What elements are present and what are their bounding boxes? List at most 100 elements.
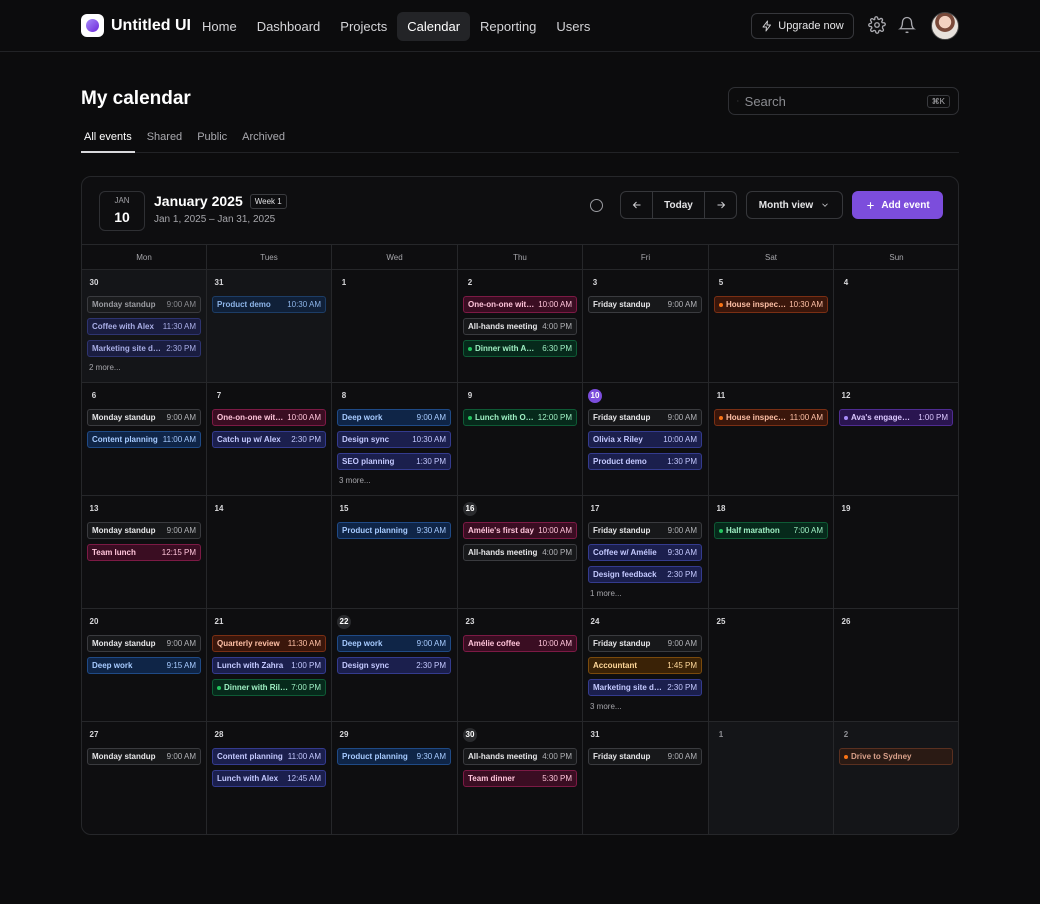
calendar-event[interactable]: Monday standup 9:00 AM (87, 522, 201, 539)
search-box[interactable]: ⌘K (728, 87, 959, 115)
calendar-event[interactable]: Content planning 11:00 AM (212, 748, 326, 765)
logo[interactable]: Untitled UI (81, 14, 191, 37)
calendar-day-cell[interactable]: 23 Amélie coffee 10:00 AM (458, 609, 583, 722)
calendar-event[interactable]: Product planning 9:30 AM (337, 748, 451, 765)
calendar-event[interactable]: Team lunch 12:15 PM (87, 544, 201, 561)
calendar-event[interactable]: Dinner with Riley 7:00 PM (212, 679, 326, 696)
view-selector[interactable]: Month view (746, 191, 843, 219)
calendar-day-cell[interactable]: 27 Monday standup 9:00 AM (82, 722, 207, 834)
calendar-day-cell[interactable]: 3 Friday standup 9:00 AM (583, 270, 709, 383)
more-events-link[interactable]: 1 more... (590, 589, 622, 598)
calendar-day-cell[interactable]: 16 Amélie's first day 10:00 AM All-hands me… (458, 496, 583, 609)
add-event-button[interactable]: Add event (852, 191, 943, 219)
calendar-event[interactable]: Amélie's first day 10:00 AM (463, 522, 577, 539)
calendar-event[interactable]: All-hands meeting 4:00 PM (463, 544, 577, 561)
calendar-day-cell[interactable]: 31 Product demo 10:30 AM (207, 270, 332, 383)
calendar-event[interactable]: Olivia x Riley 10:00 AM (588, 431, 702, 448)
nav-dashboard[interactable]: Dashboard (256, 19, 321, 34)
calendar-event[interactable]: One-on-one with Eva10:00 AM (212, 409, 326, 426)
calendar-event[interactable]: Quarterly review 11:30 AM (212, 635, 326, 652)
calendar-event[interactable]: Product demo 1:30 PM (588, 453, 702, 470)
calendar-event[interactable]: Ava's engagement party1:00 PM (839, 409, 953, 426)
calendar-event[interactable]: Product planning 9:30 AM (337, 522, 451, 539)
calendar-day-cell[interactable]: 17 Friday standup 9:00 AM Coffee w/ Amélie 9… (583, 496, 709, 609)
more-events-link[interactable]: 2 more... (89, 363, 121, 372)
nav-reporting[interactable]: Reporting (480, 19, 537, 34)
calendar-day-cell[interactable]: 10 Friday standup 9:00 AM Olivia x Riley 10:… (583, 383, 709, 496)
calendar-event[interactable]: Team dinner 5:30 PM (463, 770, 577, 787)
calendar-event[interactable]: Deep work 9:00 AM (337, 409, 451, 426)
calendar-event[interactable]: Friday standup 9:00 AM (588, 522, 702, 539)
bell-icon[interactable] (898, 16, 916, 34)
tab-all-events[interactable]: All events (81, 128, 135, 153)
calendar-event[interactable]: Catch up w/ Alex 2:30 PM (212, 431, 326, 448)
calendar-day-cell[interactable]: 25 (709, 609, 834, 722)
calendar-day-cell[interactable]: 21 Quarterly review 11:30 AM Lunch with Zah… (207, 609, 332, 722)
calendar-event[interactable]: Design sync 10:30 AM (337, 431, 451, 448)
avatar[interactable] (931, 12, 959, 40)
calendar-day-cell[interactable]: 15 Product planning 9:30 AM (332, 496, 458, 609)
tab-archived[interactable]: Archived (242, 131, 285, 143)
calendar-event[interactable]: Amélie coffee 10:00 AM (463, 635, 577, 652)
calendar-event[interactable]: All-hands meeting 4:00 PM (463, 318, 577, 335)
calendar-day-cell[interactable]: 7 One-on-one with Eva10:00 AM Catch up w/ … (207, 383, 332, 496)
calendar-event[interactable]: Friday standup 9:00 AM (588, 635, 702, 652)
calendar-day-cell[interactable]: 28 Content planning 11:00 AM Lunch with Ale… (207, 722, 332, 834)
calendar-event[interactable]: Lunch with Alex 12:45 AM (212, 770, 326, 787)
calendar-event[interactable]: Coffee with Alex 11:30 AM (87, 318, 201, 335)
tab-shared[interactable]: Shared (146, 131, 183, 143)
calendar-day-cell[interactable]: 18 Half marathon 7:00 AM (709, 496, 834, 609)
status-circle-icon[interactable] (590, 199, 603, 212)
calendar-event[interactable]: Deep work 9:15 AM (87, 657, 201, 674)
next-button[interactable] (705, 192, 736, 218)
calendar-day-cell[interactable]: 14 (207, 496, 332, 609)
today-button[interactable]: Today (652, 192, 705, 218)
calendar-day-cell[interactable]: 1 (332, 270, 458, 383)
calendar-event[interactable]: Marketing site design2:30 PM (588, 679, 702, 696)
calendar-day-cell[interactable]: 22 Deep work 9:00 AM Design sync 2:30 PM (332, 609, 458, 722)
search-input[interactable] (744, 93, 921, 109)
calendar-event[interactable]: Friday standup 9:00 AM (588, 748, 702, 765)
calendar-event[interactable]: Design feedback 2:30 PM (588, 566, 702, 583)
gear-icon[interactable] (868, 16, 886, 34)
calendar-day-cell[interactable]: 8 Deep work 9:00 AM Design sync 10:30 AM SEO … (332, 383, 458, 496)
nav-home[interactable]: Home (202, 19, 237, 34)
more-events-link[interactable]: 3 more... (339, 476, 371, 485)
calendar-event[interactable]: Deep work 9:00 AM (337, 635, 451, 652)
calendar-event[interactable]: Content planning 11:00 AM (87, 431, 201, 448)
calendar-event[interactable]: Marketing site design2:30 PM (87, 340, 201, 357)
calendar-event[interactable]: House inspection 10:30 AM (714, 296, 828, 313)
calendar-event[interactable]: Accountant 1:45 PM (588, 657, 702, 674)
calendar-day-cell[interactable]: 30 Monday standup 9:00 AM Coffee with Alex 1… (82, 270, 207, 383)
calendar-event[interactable]: Dinner with Amélie6:30 PM (463, 340, 577, 357)
calendar-day-cell[interactable]: 9 Lunch with Olivia 12:00 PM (458, 383, 583, 496)
calendar-event[interactable]: Lunch with Olivia 12:00 PM (463, 409, 577, 426)
calendar-day-cell[interactable]: 20 Monday standup 9:00 AM Deep work 9:15 AM (82, 609, 207, 722)
nav-projects[interactable]: Projects (340, 19, 388, 34)
nav-users[interactable]: Users (556, 19, 591, 34)
calendar-event[interactable]: Friday standup 9:00 AM (588, 296, 702, 313)
tab-public[interactable]: Public (197, 131, 228, 143)
calendar-day-cell[interactable]: 31 Friday standup 9:00 AM (583, 722, 709, 834)
calendar-event[interactable]: Product demo 10:30 AM (212, 296, 326, 313)
calendar-event[interactable]: Drive to Sydney (839, 748, 953, 765)
calendar-day-cell[interactable]: 11 House inspection 11:00 AM (709, 383, 834, 496)
calendar-event[interactable]: Friday standup 9:00 AM (588, 409, 702, 426)
calendar-event[interactable]: House inspection 11:00 AM (714, 409, 828, 426)
more-events-link[interactable]: 3 more... (590, 702, 622, 711)
calendar-day-cell[interactable]: 6 Monday standup 9:00 AM Content planning 11… (82, 383, 207, 496)
calendar-event[interactable]: Half marathon 7:00 AM (714, 522, 828, 539)
calendar-event[interactable]: Monday standup 9:00 AM (87, 409, 201, 426)
calendar-event[interactable]: Monday standup 9:00 AM (87, 635, 201, 652)
calendar-day-cell[interactable]: 12 Ava's engagement party1:00 PM (834, 383, 958, 496)
calendar-day-cell[interactable]: 29 Product planning 9:30 AM (332, 722, 458, 834)
calendar-event[interactable]: Lunch with Zahra 1:00 PM (212, 657, 326, 674)
calendar-day-cell[interactable]: 2 One-on-one with Eva10:00 AM All-hands me… (458, 270, 583, 383)
calendar-day-cell[interactable]: 19 (834, 496, 958, 609)
calendar-day-cell[interactable]: 4 (834, 270, 958, 383)
calendar-event[interactable]: One-on-one with Eva10:00 AM (463, 296, 577, 313)
upgrade-button[interactable]: Upgrade now (751, 13, 854, 39)
prev-button[interactable] (621, 192, 652, 218)
calendar-day-cell[interactable]: 1 (709, 722, 834, 834)
calendar-day-cell[interactable]: 2 Drive to Sydney (834, 722, 958, 834)
